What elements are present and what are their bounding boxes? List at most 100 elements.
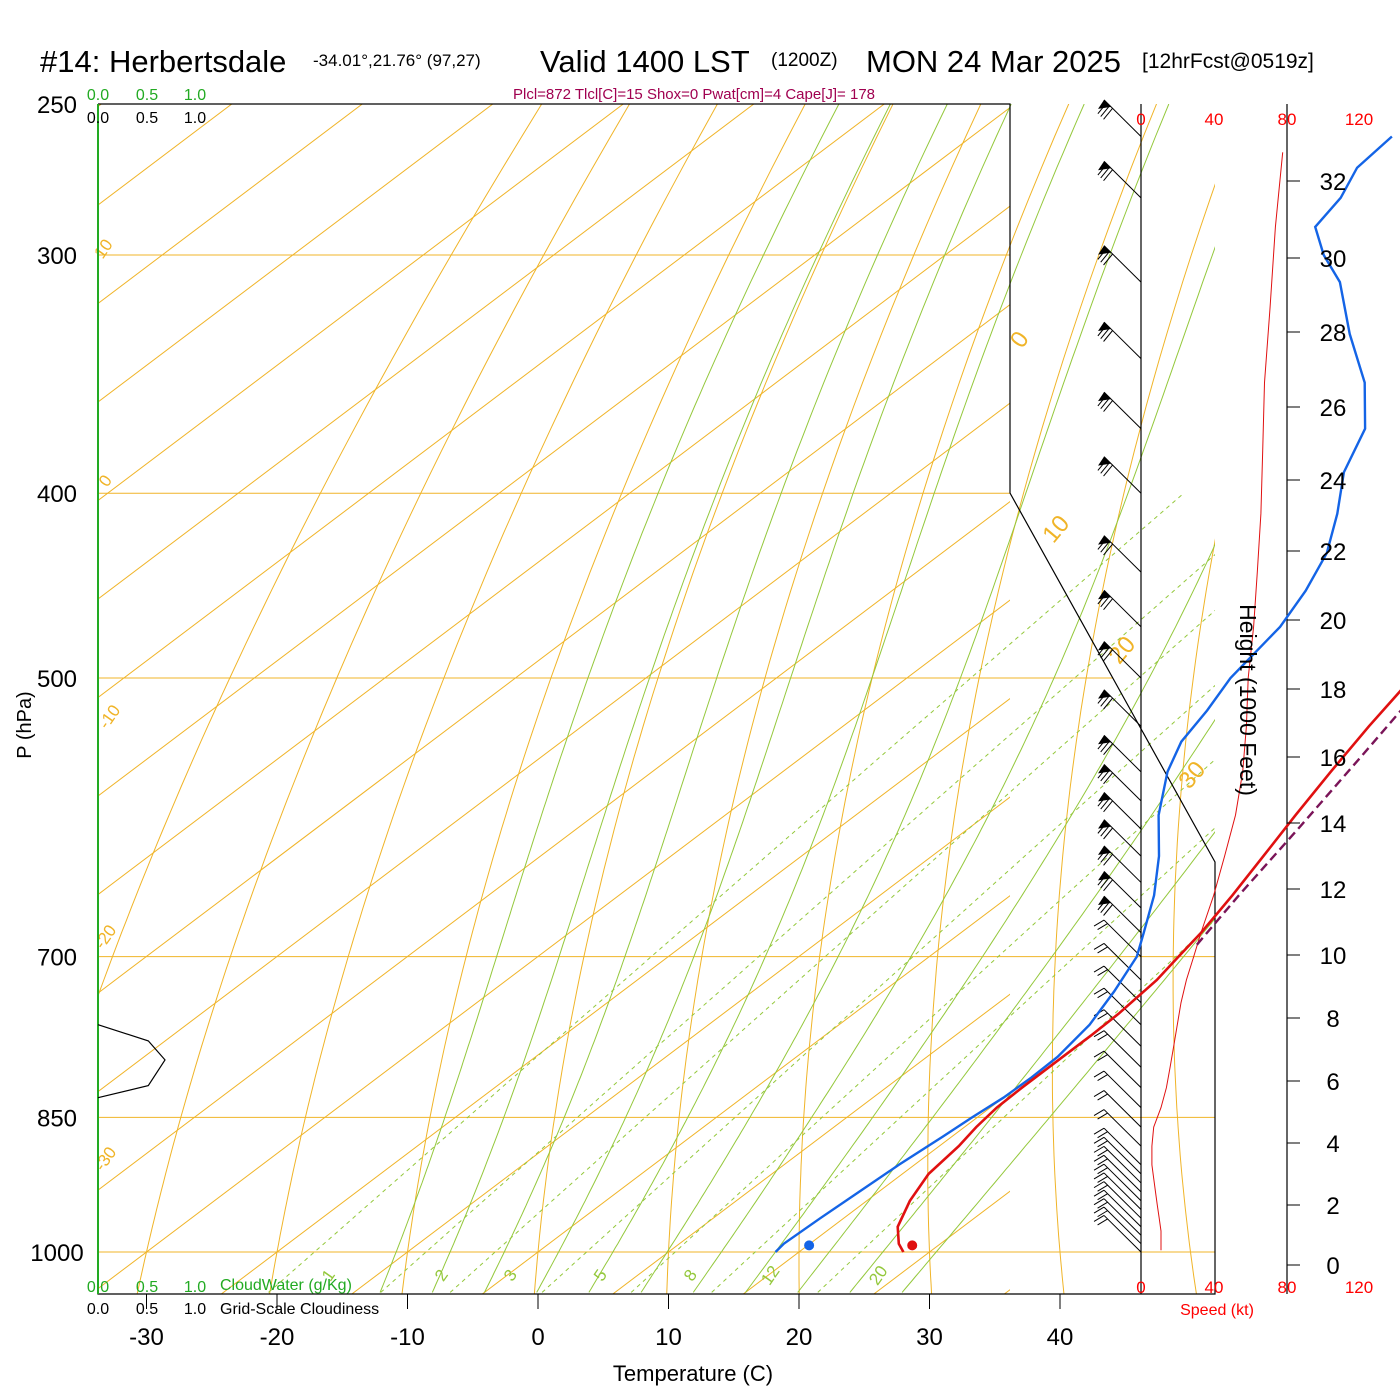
isotherm-label: -30	[91, 1143, 121, 1174]
isotherm	[98, 104, 494, 403]
dry-adiabat-lines	[98, 0, 1400, 1331]
height-tick-label: 30	[1320, 246, 1347, 273]
pressure-tick-label: 850	[37, 1105, 77, 1132]
speed-axis-title: Speed (kt)	[1180, 1302, 1254, 1319]
speed-tick-label-bottom: 120	[1345, 1278, 1373, 1297]
pressure-tick-label: 250	[37, 92, 77, 119]
wind-barbs	[1093, 99, 1142, 1253]
isotherm	[98, 104, 625, 502]
x-axis-title: Temperature (C)	[613, 1361, 773, 1386]
dry-adiabat	[1290, 0, 1400, 1331]
wind-barb	[1093, 1090, 1142, 1128]
forecast-label: [12hrFcst@0519z]	[1142, 50, 1314, 73]
speed-tick-label-bottom: 0	[1136, 1278, 1145, 1297]
mixing-ratio-line	[817, 919, 1215, 1293]
cloudwater-scale-top: 0.0	[87, 87, 109, 104]
wind-barb	[1093, 1163, 1142, 1202]
wind-barb	[1097, 160, 1142, 199]
moist-adiabat	[797, 718, 1215, 1293]
pressure-tick-label: 500	[37, 666, 77, 693]
cloudiness-scale-bottom: 0.5	[136, 1301, 158, 1318]
cloud-fraction-profile	[97, 1024, 166, 1099]
cloudiness-scale-top: 0.0	[87, 110, 109, 127]
utc-time: (1200Z)	[771, 50, 838, 71]
isotherm-label: 30	[1173, 756, 1211, 794]
cloud-scale-labels: 0.0 0.0 0.0 0.0 0.5 0.5 0.5 0.5 1.0 1.0 1.0 1.0	[87, 87, 206, 1318]
height-tick-label: 8	[1326, 1006, 1339, 1033]
dry-adiabat	[666, 104, 982, 1294]
isotherm	[612, 993, 1010, 1294]
moist-adiabat	[640, 104, 1170, 1293]
cloudiness-label: Grid-Scale Cloudiness	[220, 1301, 379, 1318]
dry-adiabat	[269, 104, 718, 1294]
isotherm	[481, 895, 1010, 1294]
mixing-ratio-line	[630, 758, 1215, 1293]
date-label: MON 24 Mar 2025	[866, 44, 1121, 79]
cloudwater-label: CloudWater (g/Kg)	[220, 1277, 352, 1294]
wind-barb	[1097, 734, 1142, 773]
wind-barb	[1097, 763, 1142, 802]
height-tick-label: 22	[1320, 539, 1347, 566]
temperature-tick-label: -20	[260, 1324, 295, 1351]
wind-barb	[1093, 1206, 1142, 1245]
height-tick-label: 20	[1320, 608, 1347, 635]
isotherm	[873, 1190, 1010, 1294]
wind-barb	[1093, 1189, 1142, 1228]
valid-time: Valid 1400 LST	[540, 44, 750, 79]
height-tick-label: 16	[1320, 745, 1347, 772]
moist-adiabat	[379, 104, 840, 1293]
temperature-curve	[896, 689, 1400, 1253]
height-tick-label: 12	[1320, 877, 1347, 904]
dry-adiabat	[1172, 538, 1215, 1294]
temperature-tick-label: 40	[1047, 1324, 1074, 1351]
dewpoint-curve	[774, 135, 1393, 1253]
parcel-params: Plcl=872 Tlcl[C]=15 Shox=0 Pwat[cm]=4 Ca…	[513, 86, 875, 103]
isotherm-label: 10	[90, 236, 116, 262]
wind-barb	[1097, 391, 1142, 430]
mixing-ratio-label: 3	[500, 1266, 521, 1285]
wind-barb	[1097, 870, 1142, 909]
cloudiness-scale-bottom: 1.0	[184, 1301, 206, 1318]
height-tick-label: 10	[1320, 943, 1347, 970]
wind-barb	[1097, 689, 1142, 727]
moist-adiabat	[901, 917, 1215, 1293]
height-tick-label: 24	[1320, 468, 1347, 495]
mixing-ratio-line	[541, 684, 1215, 1293]
dry-adiabat	[401, 104, 806, 1294]
pressure-tick-label: 400	[37, 481, 77, 508]
wind-barb	[1093, 1109, 1142, 1147]
isotherm	[98, 104, 755, 600]
isotherm-label: -10	[95, 701, 125, 732]
moist-adiabat	[536, 104, 1012, 1293]
isotherm	[98, 104, 233, 206]
mixing-ratio-line	[449, 609, 1215, 1293]
height-tick-label: 2	[1326, 1193, 1339, 1220]
wind-barb	[1093, 942, 1142, 981]
mixing-ratio-label: 20	[865, 1262, 891, 1288]
cloudiness-scale-top: 1.0	[184, 110, 206, 127]
height-tick-label: 28	[1320, 320, 1347, 347]
isotherm	[220, 698, 1010, 1294]
moist-adiabat	[692, 246, 1215, 1293]
wind-barb	[1093, 919, 1142, 957]
pressure-tick-label: 1000	[30, 1240, 83, 1267]
y-axis-title: P (hPa)	[14, 691, 36, 758]
isotherm	[98, 599, 1010, 1290]
height-tick-label: 14	[1320, 811, 1347, 838]
pressure-tick-label: 300	[37, 243, 77, 270]
wind-barb	[1093, 987, 1142, 1026]
moist-adiabat	[745, 543, 1215, 1293]
mixing-ratio-label: 5	[590, 1266, 611, 1285]
wind-barb	[1093, 1127, 1142, 1166]
wind-barb	[1093, 1050, 1142, 1089]
wind-barb	[1093, 1172, 1142, 1210]
wind-barb	[1093, 1145, 1142, 1184]
parcel-curve	[1195, 709, 1400, 946]
wind-barb	[1093, 1181, 1142, 1219]
wind-barb	[1097, 99, 1142, 137]
dry-adiabat	[533, 104, 894, 1294]
isobar-lines	[98, 104, 1215, 1253]
speed-tick-label-top: 0	[1136, 110, 1145, 129]
